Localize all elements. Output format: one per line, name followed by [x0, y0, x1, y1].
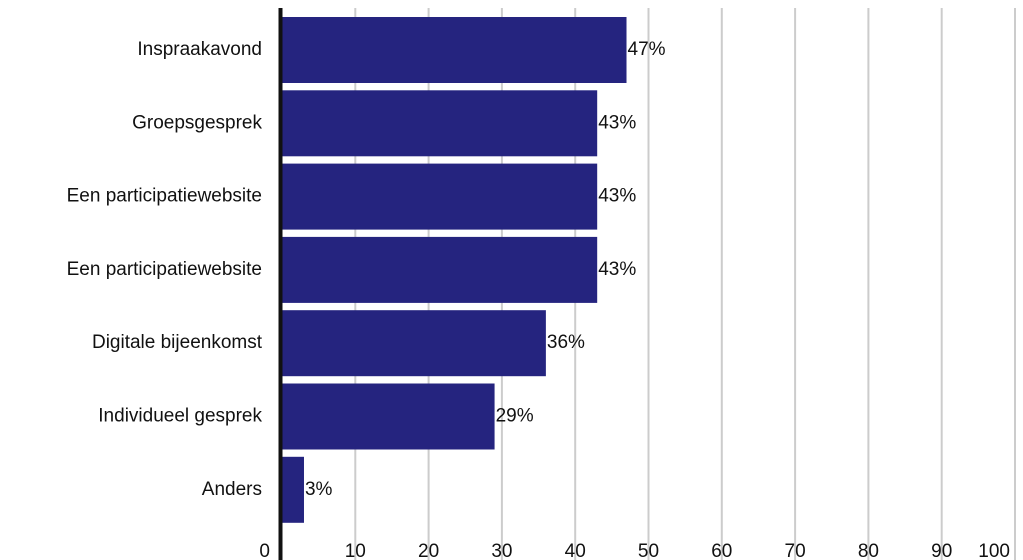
category-label: Een participatiewebsite [67, 259, 262, 280]
x-tick-label: 70 [785, 541, 806, 560]
category-label: Een participatiewebsite [67, 186, 262, 207]
bar [282, 236, 598, 303]
bars [282, 17, 627, 523]
bar [282, 163, 598, 230]
x-tick-label: 100 [978, 541, 1010, 560]
x-axis-tick-labels: 0 10 20 30 40 50 60 70 80 90 100 [259, 541, 1010, 560]
data-label: 43% [598, 112, 636, 133]
x-tick-label: 80 [858, 541, 879, 560]
x-tick-label: 20 [418, 541, 439, 560]
category-label: Anders [202, 479, 262, 500]
x-tick-label: 30 [491, 541, 512, 560]
bar [282, 17, 627, 83]
data-label: 43% [598, 186, 636, 207]
category-label: Individueel gesprek [98, 406, 262, 427]
x-tick-label: 10 [345, 541, 366, 560]
x-tick-label: 50 [638, 541, 659, 560]
category-label: Groepsgesprek [132, 112, 262, 133]
category-labels: Inspraakavond Groepsgesprek Een participat… [67, 39, 263, 500]
category-label: Inspraakavond [137, 39, 262, 60]
bar [282, 383, 495, 450]
value-labels: 47% 43% 43% 43% 36% 29% 3% [305, 39, 666, 500]
data-label: 36% [547, 332, 585, 353]
x-tick-label: 0 [259, 541, 270, 560]
data-label: 43% [598, 259, 636, 280]
data-label: 3% [305, 479, 333, 500]
category-label: Digitale bijeenkomst [92, 332, 263, 353]
data-label: 47% [628, 39, 666, 60]
bar [282, 310, 546, 377]
x-tick-label: 90 [931, 541, 952, 560]
bar [282, 90, 598, 157]
data-label: 29% [496, 406, 534, 427]
bar [282, 456, 304, 523]
x-tick-label: 60 [711, 541, 732, 560]
x-tick-label: 40 [565, 541, 586, 560]
